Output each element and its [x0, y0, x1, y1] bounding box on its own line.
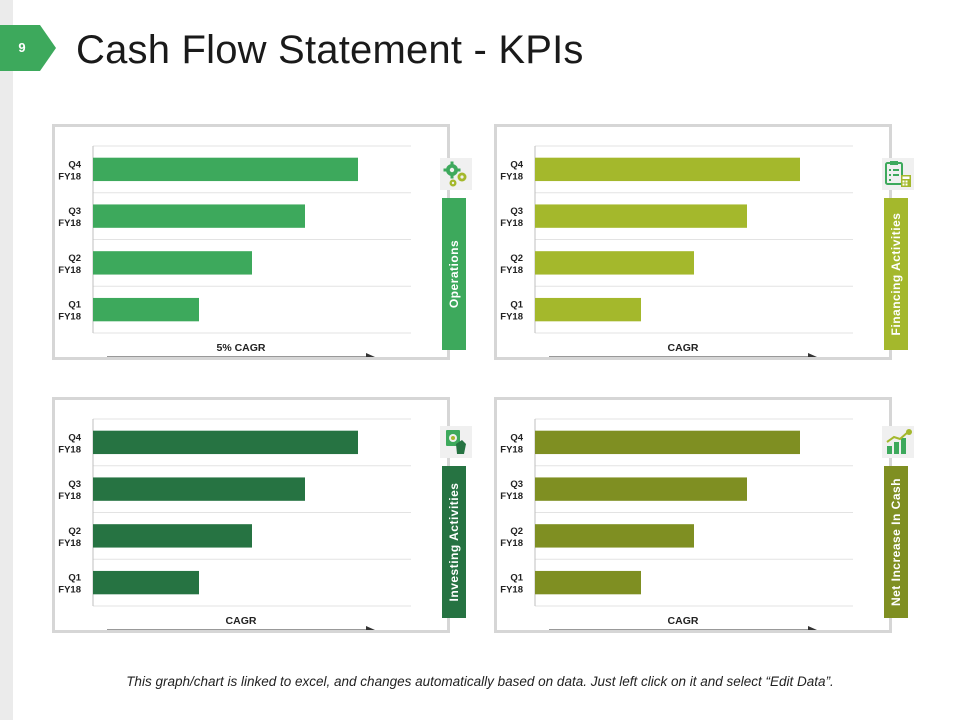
bar: [93, 524, 252, 548]
y-tick-label: Q3 FY18: [500, 206, 523, 229]
bar-chart-financing: Q4 FY18 Q3 FY18 Q2 FY18 Q1 FY18 CAGR: [500, 145, 853, 357]
y-tick-label: Q3 FY18: [58, 206, 81, 229]
bar-chart-net-increase: Q4 FY18 Q3 FY18 Q2 FY18 Q1 FY18 CAGR: [500, 418, 853, 630]
bar: [535, 251, 694, 275]
y-tick-label: Q2 FY18: [500, 253, 523, 276]
bar: [535, 157, 800, 182]
x-axis-label: CAGR: [668, 615, 699, 627]
kpi-panel-operations: Q4 FY18 Q3 FY18 Q2 FY18 Q1 FY18 5% CAGR: [52, 124, 450, 360]
kpi-panel-investing: Q4 FY18 Q3 FY18 Q2 FY18 Q1 FY18 CAGR: [52, 397, 450, 633]
x-axis-label: 5% CAGR: [216, 342, 265, 354]
y-tick-label: Q4 FY18: [58, 159, 81, 182]
y-tick-label: Q2 FY18: [58, 526, 81, 549]
cagr-arrow-head: [366, 353, 375, 357]
side-bar-operations: Operations: [442, 198, 466, 350]
bar: [535, 430, 800, 455]
bar: [535, 477, 747, 501]
bar: [93, 570, 199, 595]
side-label-operations: Operations: [447, 239, 461, 309]
icon-box-operations: [440, 158, 472, 190]
y-tick-label: Q1 FY18: [58, 300, 81, 323]
cagr-arrow-head: [808, 626, 817, 630]
side-bar-net-increase: Net Increase In Cash: [884, 466, 908, 618]
side-label-financing: Financing Activities: [889, 212, 903, 336]
y-tick-label: Q2 FY18: [58, 253, 81, 276]
kpi-panel-financing: Q4 FY18 Q3 FY18 Q2 FY18 Q1 FY18 CAGR: [494, 124, 892, 360]
bar: [535, 297, 641, 322]
slide-number-badge: 9: [0, 25, 56, 71]
slide-number: 9: [18, 40, 26, 55]
icon-box-financing: [882, 158, 914, 190]
y-tick-label: Q2 FY18: [500, 526, 523, 549]
slide-number-arrow: [0, 25, 56, 71]
bar: [93, 251, 252, 275]
y-tick-label: Q4 FY18: [58, 432, 81, 455]
side-label-net-increase: Net Increase In Cash: [889, 477, 903, 607]
bar: [535, 570, 641, 595]
bar: [535, 524, 694, 548]
growth-chart-icon: [886, 429, 912, 454]
bar: [93, 430, 358, 455]
x-axis-label: CAGR: [226, 615, 257, 627]
cagr-arrow-head: [366, 626, 375, 630]
y-tick-label: Q4 FY18: [500, 159, 523, 182]
kpi-panel-net-increase: Q4 FY18 Q3 FY18 Q2 FY18 Q1 FY18 CAGR: [494, 397, 892, 633]
side-label-investing: Investing Activities: [447, 482, 461, 602]
bar: [535, 204, 747, 228]
bar: [93, 477, 305, 501]
footer-note: This graph/chart is linked to excel, and…: [126, 674, 834, 689]
money-hand-icon: [446, 430, 466, 454]
side-bar-financing: Financing Activities: [884, 198, 908, 350]
bar-chart-operations: Q4 FY18 Q3 FY18 Q2 FY18 Q1 FY18 5% CAGR: [58, 145, 411, 357]
y-tick-label: Q4 FY18: [500, 432, 523, 455]
y-tick-label: Q3 FY18: [58, 479, 81, 502]
y-tick-label: Q1 FY18: [58, 573, 81, 596]
side-bar-investing: Investing Activities: [442, 466, 466, 618]
x-axis-label: CAGR: [668, 342, 699, 354]
gears-icon: [443, 161, 467, 187]
icon-box-net-increase: [882, 426, 914, 458]
y-tick-label: Q1 FY18: [500, 573, 523, 596]
cagr-arrow-head: [808, 353, 817, 357]
icon-box-investing: [440, 426, 472, 458]
page-title: Cash Flow Statement - KPIs: [76, 28, 584, 72]
y-tick-label: Q3 FY18: [500, 479, 523, 502]
clipboard-calculator-icon: [885, 161, 911, 187]
bar: [93, 157, 358, 182]
left-edge-strip: [0, 0, 13, 720]
bar: [93, 297, 199, 322]
bar-chart-investing: Q4 FY18 Q3 FY18 Q2 FY18 Q1 FY18 CAGR: [58, 418, 411, 630]
y-tick-label: Q1 FY18: [500, 300, 523, 323]
bar: [93, 204, 305, 228]
